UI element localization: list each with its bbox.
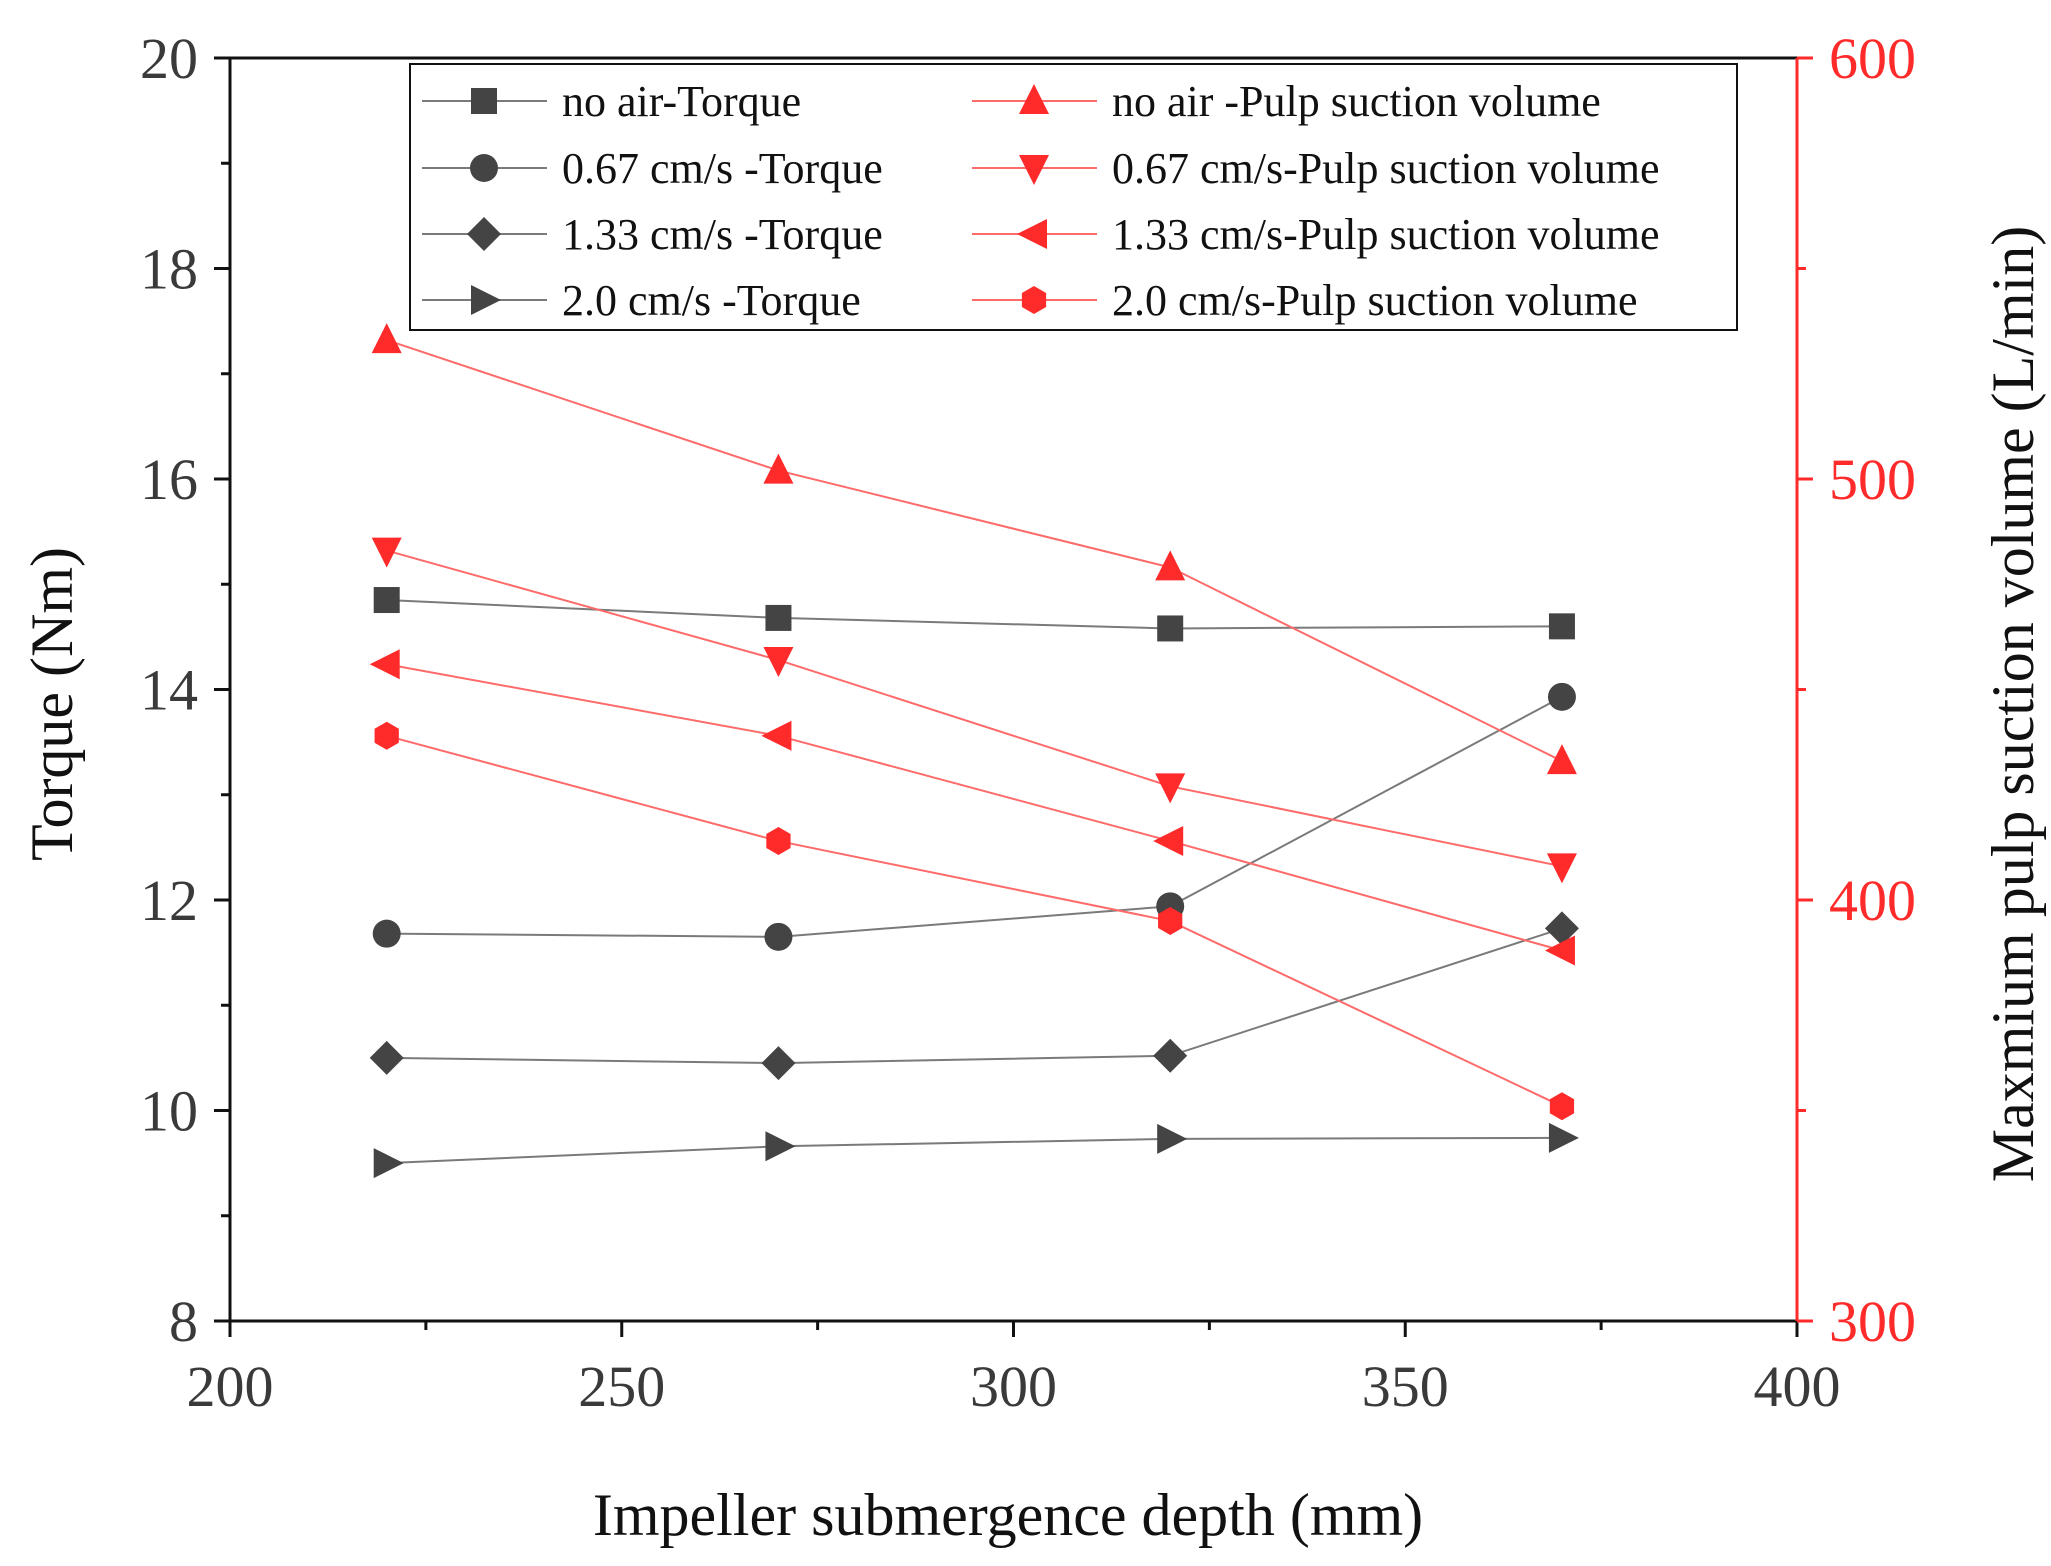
series-line [386, 1136, 1562, 1165]
data-point [763, 647, 794, 678]
left-y-tick-label: 10 [140, 1079, 198, 1144]
left-y-tick-label: 18 [140, 237, 198, 302]
x-tick-label: 300 [970, 1354, 1057, 1419]
data-point [763, 453, 794, 484]
legend-label: 1.33 cm/s -Torque [562, 210, 883, 259]
x-axis-ticks: 200 250 300 350 400 [187, 1321, 1841, 1419]
left-y-tick-label: 12 [140, 868, 198, 933]
x-tick-label: 200 [187, 1354, 274, 1419]
data-point [373, 587, 400, 614]
right-y-tick-label: 400 [1829, 868, 1916, 933]
legend-item: no air-Torque [422, 77, 801, 126]
legend-marker [1021, 286, 1047, 314]
series-layer [369, 323, 1579, 1179]
data-point [374, 721, 399, 750]
data-point [766, 827, 791, 856]
right-y-axis-ticks: 300 400 500 600 [1797, 26, 1916, 1354]
left-y-axis-title: Torque (Nm) [19, 547, 85, 861]
legend-label: no air -Pulp suction volume [1112, 77, 1601, 126]
legend-label: 1.33 cm/s-Pulp suction volume [1112, 210, 1660, 259]
series-suction-4 [371, 323, 1577, 775]
data-point [1155, 773, 1186, 804]
data-point [765, 1131, 796, 1162]
series-suction-6 [369, 649, 1575, 966]
data-point [369, 649, 400, 680]
legend-label: no air-Torque [562, 77, 801, 126]
legend-marker [1019, 84, 1049, 114]
series-line [386, 695, 1563, 938]
series-torque-2 [369, 911, 1579, 1081]
legend-item: 0.67 cm/s-Pulp suction volume [972, 144, 1660, 193]
data-point [371, 537, 402, 568]
data-point [1544, 935, 1575, 966]
legend-marker [1017, 219, 1047, 249]
data-point [1153, 826, 1184, 857]
series-line [386, 599, 1562, 630]
series-torque-3 [373, 1122, 1579, 1179]
legend-marker [467, 217, 501, 251]
left-y-tick-label: 14 [140, 658, 198, 723]
data-point [1546, 744, 1577, 775]
right-y-tick-label: 600 [1829, 26, 1916, 91]
data-point [761, 720, 792, 751]
legend-label: 2.0 cm/s -Torque [562, 276, 861, 325]
data-point [1547, 682, 1576, 711]
legend-item: 2.0 cm/s -Torque [422, 276, 861, 325]
data-point [764, 922, 793, 951]
data-point [1157, 1123, 1188, 1154]
left-y-tick-label: 16 [140, 447, 198, 512]
legend-label: 0.67 cm/s-Pulp suction volume [1112, 144, 1660, 193]
data-point [1548, 613, 1575, 640]
series-line [386, 734, 1563, 1108]
data-point [1157, 615, 1184, 642]
legend-item: 1.33 cm/s-Pulp suction volume [972, 210, 1660, 259]
right-y-tick-label: 500 [1829, 447, 1916, 512]
series-line [386, 339, 1563, 762]
data-point [369, 1040, 404, 1075]
left-y-axis-ticks: 8 10 12 14 16 18 20 [140, 26, 230, 1354]
legend-marker [471, 88, 497, 114]
series-torque-0 [373, 587, 1575, 642]
data-point [1158, 907, 1183, 936]
data-point [1548, 1122, 1579, 1153]
data-point [1155, 550, 1186, 581]
legend-item: 1.33 cm/s -Torque [422, 210, 883, 259]
series-line [386, 549, 1563, 868]
legend-item: 0.67 cm/s -Torque [422, 144, 883, 193]
series-line [386, 663, 1563, 952]
x-tick-label: 250 [578, 1354, 665, 1419]
data-point [1544, 911, 1579, 946]
legend-item: 2.0 cm/s-Pulp suction volume [972, 276, 1638, 325]
legend-marker [1019, 155, 1049, 185]
series-suction-5 [371, 537, 1577, 884]
legend: no air-Torque 0.67 cm/s -Torque 1.33 cm/s … [409, 63, 1738, 331]
legend-box [409, 63, 1738, 331]
series-line [386, 927, 1563, 1065]
data-point [371, 323, 402, 354]
legend-marker [470, 154, 498, 182]
left-y-tick-label: 20 [140, 26, 198, 91]
legend-label: 0.67 cm/s -Torque [562, 144, 883, 193]
data-point [765, 604, 792, 631]
data-point [761, 1046, 796, 1081]
legend-marker [471, 285, 501, 315]
left-y-tick-label: 8 [169, 1289, 198, 1354]
x-tick-label: 400 [1754, 1354, 1841, 1419]
data-point [1546, 853, 1577, 884]
x-axis-title: Impeller submergence depth (mm) [593, 1482, 1423, 1548]
data-point [372, 919, 401, 948]
right-y-axis-title: Maxmium pulp suction volume (L/min) [1980, 226, 2046, 1183]
data-point [1153, 1038, 1188, 1073]
legend-label: 2.0 cm/s-Pulp suction volume [1112, 276, 1638, 325]
x-tick-label: 350 [1362, 1354, 1449, 1419]
data-point [1549, 1092, 1575, 1121]
series-suction-7 [374, 721, 1575, 1121]
legend-item: no air -Pulp suction volume [972, 77, 1601, 126]
right-y-tick-label: 300 [1829, 1289, 1916, 1354]
data-point [373, 1148, 404, 1179]
